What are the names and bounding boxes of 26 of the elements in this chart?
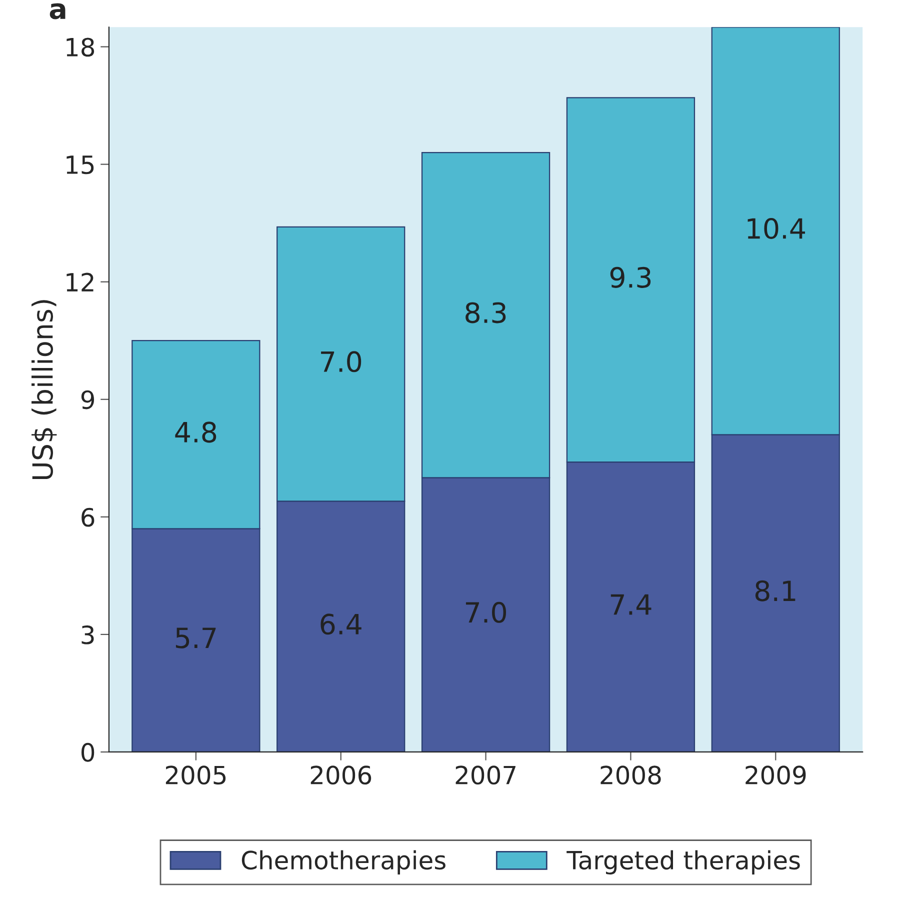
data-label: 7.4 (610, 594, 652, 615)
y-tick-label: 3 (82, 625, 94, 644)
x-tick-label: 2005 (166, 766, 226, 785)
legend-label: Chemotherapies (242, 850, 446, 874)
y-tick-label: 0 (82, 742, 94, 762)
data-label: 8.1 (755, 580, 796, 602)
data-label: 8.3 (466, 302, 506, 324)
data-label: 4.8 (175, 422, 216, 443)
data-label: 10.4 (748, 218, 806, 239)
data-label: 6.4 (320, 614, 362, 635)
chart-title: a (50, 3, 66, 20)
y-tick-label: 18 (66, 38, 94, 57)
data-label: 9.3 (610, 266, 651, 288)
data-label: 7.0 (466, 602, 506, 623)
x-tick-label: 2007 (456, 766, 516, 785)
y-axis-title: US$ (billions) (32, 300, 57, 480)
legend-label: Targeted therapies (566, 850, 800, 874)
y-tick-label: 15 (66, 156, 94, 174)
y-tick-label: 9 (81, 390, 94, 410)
data-label: 5.7 (176, 628, 216, 648)
x-tick-label: 2006 (310, 766, 372, 785)
y-tick-label: 12 (66, 272, 94, 292)
data-label: 7.0 (321, 351, 362, 372)
x-tick-label: 2008 (600, 766, 661, 785)
y-tick-label: 6 (82, 508, 94, 527)
x-tick-label: 2009 (746, 766, 806, 785)
